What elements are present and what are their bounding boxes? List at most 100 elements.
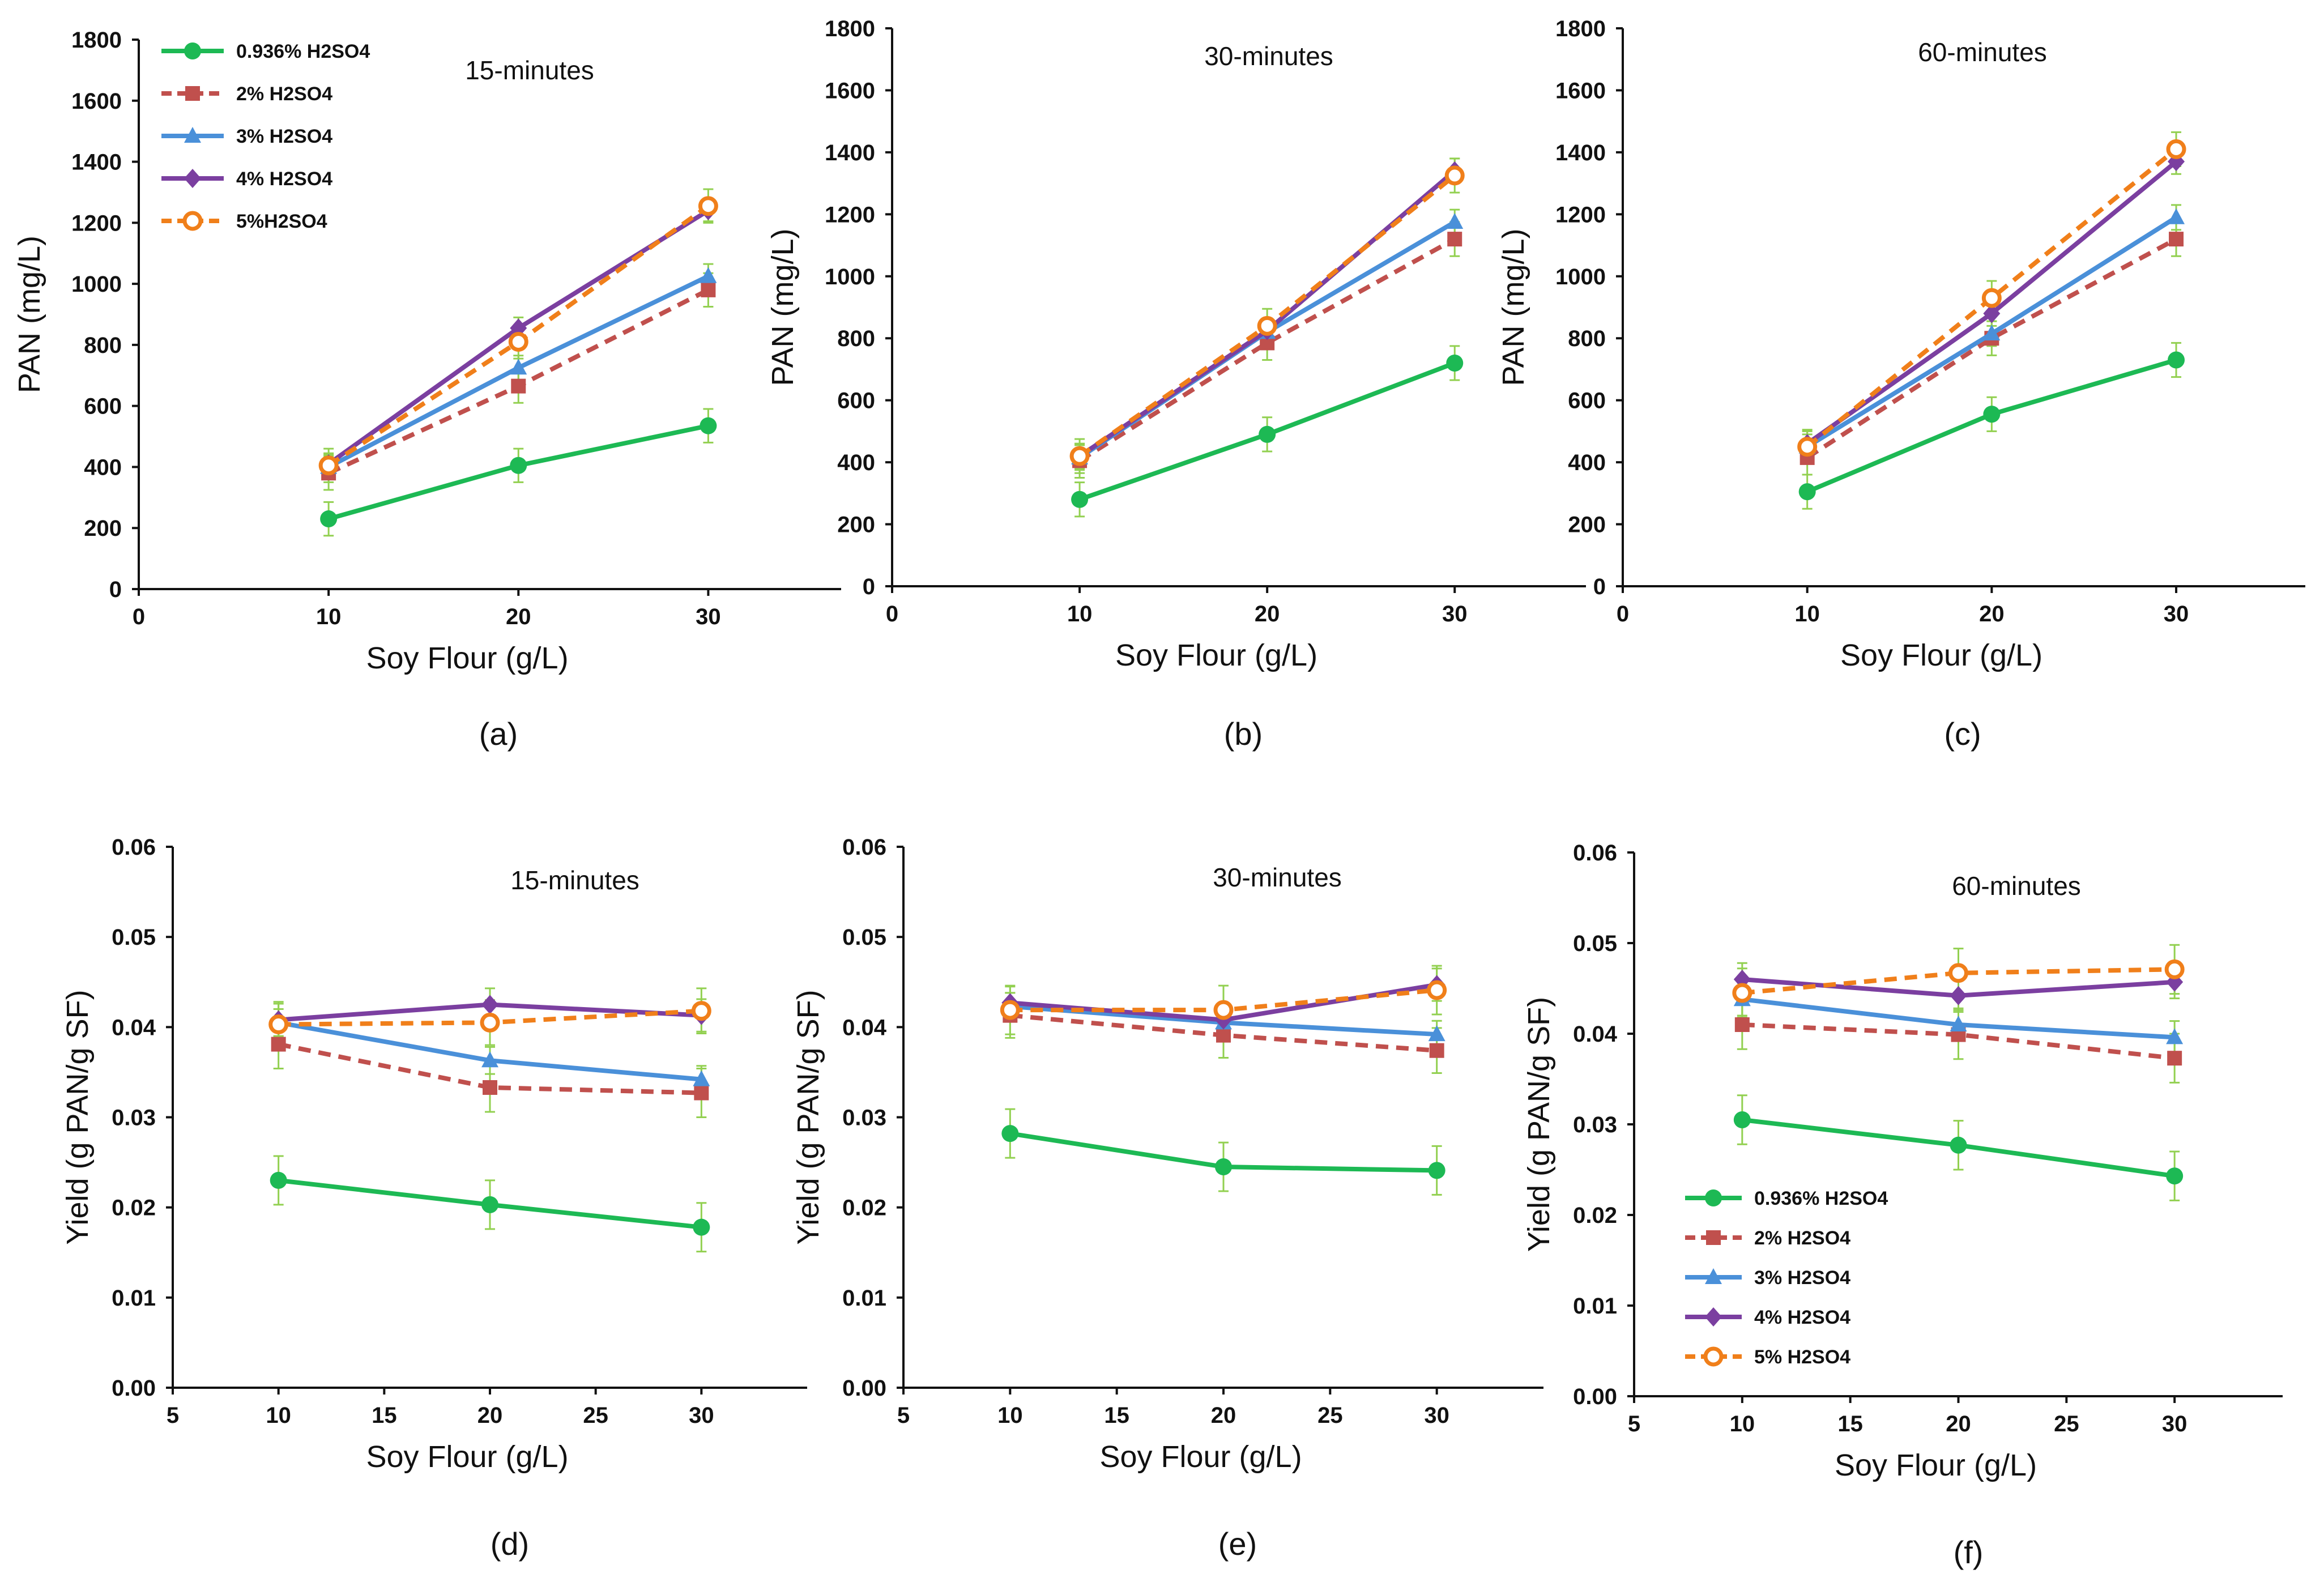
x-tick-label: 20 bbox=[506, 604, 531, 629]
data-point bbox=[1000, 1000, 1020, 1020]
y-tick-label: 1600 bbox=[71, 89, 122, 114]
x-tick-label: 20 bbox=[1979, 602, 2005, 626]
y-tick-label: 0.03 bbox=[842, 1106, 886, 1131]
series-line bbox=[1806, 147, 2178, 449]
data-point bbox=[693, 1070, 710, 1086]
y-tick-label: 0 bbox=[1593, 574, 1606, 599]
y-tick-label: 0.02 bbox=[112, 1196, 156, 1221]
data-point bbox=[1257, 315, 1277, 336]
data-point bbox=[1797, 437, 1818, 457]
data-point bbox=[1429, 1043, 1444, 1058]
data-point bbox=[1446, 213, 1464, 229]
data-point bbox=[2168, 351, 2185, 369]
legend-item: 2% H2SO4 bbox=[161, 83, 332, 105]
legend-label: 2% H2SO4 bbox=[1754, 1227, 1850, 1249]
y-tick-label: 1800 bbox=[825, 16, 875, 41]
x-tick-label: 10 bbox=[266, 1403, 291, 1428]
legend-item: 5% H2SO4 bbox=[1685, 1346, 1850, 1368]
x-tick-label: 0 bbox=[1617, 602, 1629, 626]
legend: 0.936% H2SO4 2% H2SO4 3% H2SO4 4% H2SO4 5% H… bbox=[1685, 1188, 1888, 1368]
panel-label: (b) bbox=[1224, 716, 1263, 752]
y-tick-label: 0.02 bbox=[1573, 1203, 1617, 1228]
y-tick-label: 1600 bbox=[825, 78, 875, 103]
x-tick-label: 30 bbox=[2162, 1412, 2187, 1436]
data-point bbox=[1733, 1111, 1751, 1128]
chart-f: 0.00 0.01 0.02 0.03 0.04 0.05 0.06 5 10 15 20 25 30 S… bbox=[1522, 841, 2283, 1570]
y-tick-label: 0.00 bbox=[112, 1376, 156, 1401]
series-0-936-h2so4 bbox=[270, 1171, 710, 1236]
data-point bbox=[693, 1218, 710, 1236]
x-tick-label: 25 bbox=[583, 1403, 608, 1428]
y-tick-label: 0.01 bbox=[1573, 1294, 1617, 1319]
y-tick-label: 1800 bbox=[71, 28, 122, 53]
x-axis-title: Soy Flour (g/L) bbox=[1099, 1440, 1302, 1474]
series-2-h2so4 bbox=[1799, 232, 2184, 465]
data-point bbox=[1983, 406, 2001, 423]
y-tick-label: 0.01 bbox=[112, 1286, 156, 1311]
data-point bbox=[481, 1051, 498, 1068]
data-point bbox=[698, 196, 718, 216]
legend-marker bbox=[182, 211, 203, 231]
data-point bbox=[2169, 232, 2184, 247]
legend-item: 0.936% H2SO4 bbox=[161, 41, 370, 62]
y-tick-label: 200 bbox=[1568, 513, 1606, 538]
y-tick-label: 400 bbox=[837, 450, 875, 475]
y-tick-label: 400 bbox=[84, 455, 122, 480]
chart-title: 30-minutes bbox=[1213, 863, 1342, 892]
data-point bbox=[481, 1196, 498, 1213]
data-point bbox=[700, 267, 717, 283]
legend-marker bbox=[1703, 1346, 1724, 1367]
legend: 0.936% H2SO4 2% H2SO4 3% H2SO4 4% H2SO4 5%H2… bbox=[161, 41, 370, 232]
data-point bbox=[1983, 325, 2001, 341]
legend-label: 2% H2SO4 bbox=[236, 83, 332, 105]
data-point bbox=[2166, 1167, 2184, 1185]
x-tick-label: 10 bbox=[1067, 602, 1093, 626]
x-tick-label: 0 bbox=[133, 604, 145, 629]
data-point bbox=[1428, 1162, 1445, 1179]
x-tick-label: 30 bbox=[1442, 602, 1468, 626]
data-point bbox=[481, 995, 498, 1014]
chart-title: 60-minutes bbox=[1952, 871, 2081, 901]
x-tick-label: 5 bbox=[167, 1403, 179, 1428]
chart-b: 0 200 400 600 800 1000 1200 1400 1600 1800 0 10 20 30… bbox=[766, 16, 1586, 752]
x-axis-title: Soy Flour (g/L) bbox=[1115, 638, 1317, 672]
series-0-936-h2so4 bbox=[320, 417, 717, 528]
series-0-936-h2so4 bbox=[1071, 355, 1464, 508]
y-tick-label: 1200 bbox=[1555, 202, 1606, 227]
y-tick-label: 0.06 bbox=[842, 835, 886, 860]
data-point bbox=[1798, 483, 1816, 501]
data-point bbox=[510, 457, 527, 474]
y-tick-label: 0.06 bbox=[1573, 841, 1617, 865]
legend-marker bbox=[1705, 1307, 1722, 1327]
data-point bbox=[1734, 1017, 1750, 1032]
y-tick-label: 1000 bbox=[825, 265, 875, 289]
y-tick-label: 0.02 bbox=[842, 1196, 886, 1221]
y-tick-label: 0.05 bbox=[842, 925, 886, 950]
legend-label: 0.936% H2SO4 bbox=[1754, 1188, 1888, 1209]
series-0-936-h2so4 bbox=[1733, 1111, 2184, 1185]
series-5-h2so4 bbox=[1000, 980, 1447, 1020]
x-tick-label: 15 bbox=[1837, 1412, 1863, 1436]
data-point bbox=[701, 282, 716, 297]
legend-item: 4% H2SO4 bbox=[1685, 1307, 1850, 1328]
y-tick-label: 0 bbox=[863, 574, 875, 599]
y-tick-label: 0.04 bbox=[1573, 1022, 1618, 1047]
y-tick-label: 1600 bbox=[1555, 78, 1606, 103]
data-point bbox=[1948, 963, 1968, 983]
data-point bbox=[2167, 1051, 2182, 1066]
y-axis-title: PAN (mg/L) bbox=[766, 228, 800, 386]
y-tick-label: 1200 bbox=[71, 211, 122, 236]
data-point bbox=[1446, 355, 1464, 372]
panel-label: (f) bbox=[1954, 1534, 1984, 1570]
chart-e: 0.00 0.01 0.02 0.03 0.04 0.05 0.06 5 10 15 20 25 30 S… bbox=[791, 835, 1543, 1562]
legend-marker bbox=[184, 169, 201, 188]
data-point bbox=[694, 1085, 709, 1101]
legend-marker bbox=[1705, 1268, 1722, 1284]
data-point bbox=[480, 1012, 500, 1033]
data-point bbox=[2168, 208, 2185, 224]
panel-label: (e) bbox=[1218, 1526, 1257, 1562]
x-tick-label: 5 bbox=[897, 1403, 910, 1428]
x-tick-label: 20 bbox=[1946, 1412, 1971, 1436]
x-axis-title: Soy Flour (g/L) bbox=[366, 1440, 568, 1474]
